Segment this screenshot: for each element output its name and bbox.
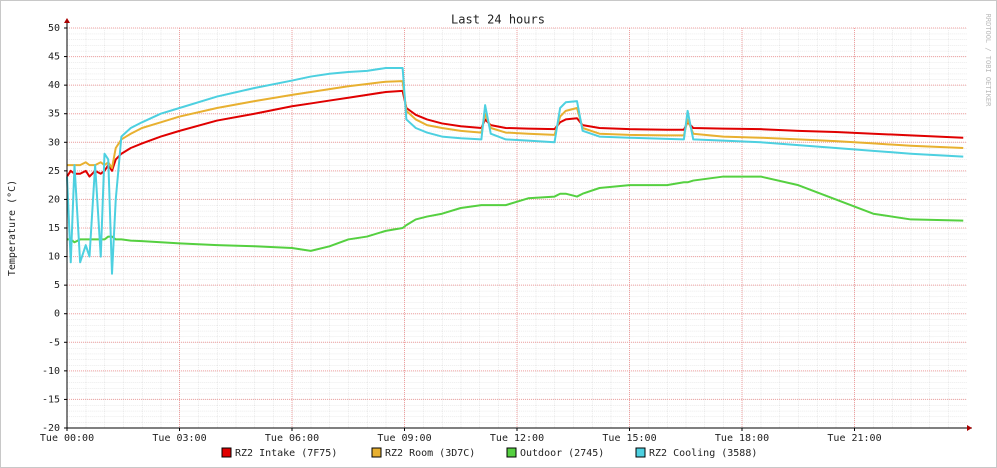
- y-arrow: [64, 18, 70, 23]
- lines: [66, 67, 964, 275]
- x-arrow: [967, 425, 972, 431]
- y-tick-label: 10: [48, 252, 60, 263]
- x-tick-label: Tue 03:00: [152, 433, 206, 444]
- x-tick-label: Tue 06:00: [265, 433, 319, 444]
- y-tick-label: -15: [42, 394, 60, 405]
- legend-label: RZ2 Room (3D7C): [385, 448, 475, 459]
- legend: RZ2 Intake (7F75) RZ2 Room (3D7C) Outdoor …: [221, 447, 757, 459]
- y-tick-label: 5: [54, 280, 60, 291]
- y-axis-label: Temperature (°C): [7, 180, 18, 276]
- x-tick-label: Tue 12:00: [490, 433, 544, 444]
- chart-title: Last 24 hours: [451, 13, 545, 27]
- x-tick-label: Tue 18:00: [715, 433, 769, 444]
- x-tick-label: Tue 21:00: [827, 433, 881, 444]
- legend-swatch: [635, 447, 646, 458]
- legend-label: RZ2 Intake (7F75): [235, 448, 337, 459]
- y-tick-label: 30: [48, 137, 60, 148]
- series-line: [66, 67, 964, 275]
- legend-label: Outdoor (2745): [520, 448, 604, 459]
- y-tick-label: 20: [48, 194, 60, 205]
- legend-swatch: [221, 447, 232, 458]
- y-tick-label: 40: [48, 80, 60, 91]
- x-tick-label: Tue 09:00: [377, 433, 431, 444]
- series-line: [67, 175, 964, 252]
- y-tick-label: 45: [48, 52, 60, 63]
- x-tick-label: Tue 00:00: [40, 433, 94, 444]
- y-tick-label: 35: [48, 109, 60, 120]
- y-tick-label: 0: [54, 309, 60, 320]
- legend-label: RZ2 Cooling (3588): [649, 448, 757, 459]
- x-tick-label: Tue 15:00: [602, 433, 656, 444]
- y-tick-label: -20: [42, 423, 60, 434]
- y-tick-label: 15: [48, 223, 60, 234]
- legend-swatch: [371, 447, 382, 458]
- y-tick-label: 50: [48, 23, 60, 34]
- y-tick-label: -5: [48, 337, 60, 348]
- watermark: RRDTOOL / TOBI OETIKER: [984, 14, 992, 108]
- legend-swatch: [506, 447, 517, 458]
- y-tick-label: 25: [48, 166, 60, 177]
- y-tick-label: -10: [42, 366, 60, 377]
